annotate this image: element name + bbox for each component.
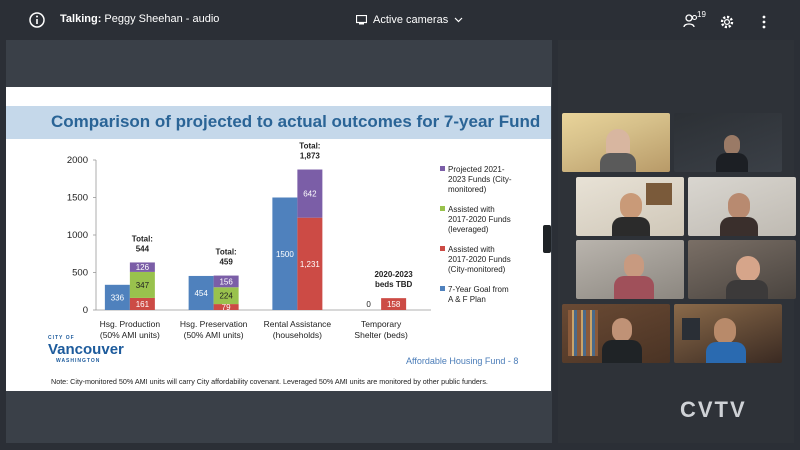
legend-label: 2017-2020 Funds (448, 255, 511, 264)
category-label: Hsg. Preservation (180, 319, 248, 329)
participant-count: 19 (697, 10, 706, 19)
panel-toggle-handle[interactable] (543, 225, 551, 253)
slide-note: Note: City-monitored 50% AMI units will … (51, 377, 488, 386)
talking-indicator: Talking: Peggy Sheehan - audio (60, 13, 219, 25)
total-value: 1,873 (300, 152, 321, 161)
active-cameras-label: Active cameras (373, 14, 449, 26)
presentation-slide: Comparison of projected to actual outcom… (6, 87, 551, 391)
stack-bar-segment (129, 262, 155, 272)
video-tile[interactable] (674, 113, 782, 172)
goal-bar (272, 197, 298, 310)
stack-bar-segment (381, 298, 407, 310)
y-tick-label: 1000 (67, 230, 88, 241)
legend-label: 2023 Funds (City- (448, 175, 512, 184)
participants-button[interactable]: 19 (683, 10, 713, 30)
video-tile[interactable] (562, 304, 670, 363)
city-logo: CITY OF Vancouver WASHINGTON (48, 335, 124, 364)
total-value: 459 (219, 258, 233, 267)
active-cameras-dropdown[interactable]: Active cameras (356, 11, 463, 29)
legend-swatch (440, 286, 445, 291)
stack-value-label: 347 (136, 281, 150, 290)
stack-value-label: 1,231 (300, 260, 321, 269)
category-label: (50% AMI units) (100, 330, 160, 340)
stack-value-label: 642 (303, 190, 317, 199)
legend-label: 7-Year Goal from (448, 285, 509, 294)
y-tick-label: 500 (72, 268, 88, 279)
category-label: (households) (273, 330, 322, 340)
more-options-icon[interactable] (761, 12, 767, 32)
video-tile[interactable] (688, 240, 796, 299)
goal-value-label: 454 (194, 289, 208, 298)
logo-small-text: CITY OF (48, 335, 75, 341)
legend-label: A & F Plan (448, 295, 486, 304)
video-tile[interactable] (576, 177, 684, 236)
video-tile[interactable] (688, 177, 796, 236)
stack-value-label: 224 (219, 292, 233, 301)
info-icon[interactable] (27, 10, 47, 30)
slide-footer: Affordable Housing Fund - 8 (406, 356, 519, 366)
stack-value-label: 79 (222, 303, 231, 312)
video-tile[interactable] (674, 304, 782, 363)
legend-label: 2017-2020 Funds (448, 215, 511, 224)
legend-label: Assisted with (448, 245, 495, 254)
total-value: beds TBD (375, 280, 413, 289)
goal-value-label: 336 (111, 293, 125, 302)
monitor-icon (356, 15, 367, 25)
y-tick-label: 1500 (67, 193, 88, 204)
total-label: Total: (132, 234, 153, 243)
legend-swatch (440, 166, 445, 171)
people-icon (683, 14, 698, 28)
goal-value-label: 1500 (276, 250, 294, 259)
stack-bar-segment (297, 169, 323, 218)
stack-value-label: 158 (387, 300, 401, 309)
legend-label: (leveraged) (448, 225, 489, 234)
stack-bar-segment (213, 287, 239, 305)
logo-sub-text: WASHINGTON (56, 358, 101, 364)
goal-bar (188, 275, 214, 310)
gear-icon[interactable] (719, 12, 735, 32)
category-label: Rental Assistance (264, 319, 332, 329)
stack-value-label: 126 (136, 263, 150, 272)
goal-value-label: 0 (366, 300, 371, 309)
total-value: 544 (136, 244, 150, 253)
cvtv-logo: CVTV (680, 397, 747, 422)
legend-label: monitored) (448, 185, 487, 194)
total-label: Total: (299, 142, 320, 151)
stack-bar-segment (213, 304, 239, 310)
category-label: (50% AMI units) (184, 330, 244, 340)
stack-value-label: 161 (136, 300, 150, 309)
legend-label: (City-monitored) (448, 265, 506, 274)
category-label: Hsg. Production (100, 319, 161, 329)
chevron-down-icon (454, 17, 463, 23)
category-label: Shelter (beds) (354, 330, 408, 340)
stack-bar-segment (213, 275, 239, 288)
y-tick-label: 2000 (67, 155, 88, 166)
video-tile[interactable] (562, 113, 670, 172)
talking-label: Talking: (60, 13, 102, 25)
stack-bar-segment (297, 217, 323, 310)
legend-label: Assisted with (448, 205, 495, 214)
legend-label: Projected 2021- (448, 165, 505, 174)
meeting-toolbar: Talking: Peggy Sheehan - audio Active ca… (0, 0, 800, 40)
stack-bar-segment (129, 271, 155, 298)
legend-swatch (440, 206, 445, 211)
logo-text: Vancouver (48, 341, 124, 358)
talking-name: Peggy Sheehan - audio (104, 13, 220, 25)
y-tick-label: 0 (83, 305, 88, 316)
total-label: Total: (216, 248, 237, 257)
video-tile[interactable] (576, 240, 684, 299)
outcomes-bar-chart: 0500100015002000336161347126Total:544Hsg… (67, 142, 512, 340)
stack-value-label: 156 (219, 277, 233, 286)
slide-title-banner (6, 106, 551, 139)
category-label: Temporary (361, 319, 402, 329)
stack-bar-segment (129, 297, 155, 310)
legend-swatch (440, 246, 445, 251)
goal-bar (104, 284, 130, 310)
slide-title: Comparison of projected to actual outcom… (51, 112, 541, 131)
total-label: 2020-2023 (374, 270, 413, 279)
